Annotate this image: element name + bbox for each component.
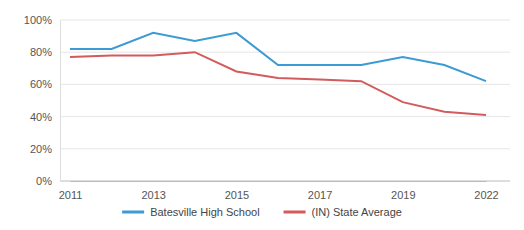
y-tick-label: 80% [30, 46, 52, 58]
x-tick: 2022 [474, 181, 498, 201]
legend-item: (IN) State Average [284, 206, 402, 218]
y-axis: 0% 20% 40% 60% 80% 100% [24, 14, 61, 187]
grid-line [60, 52, 510, 53]
y-tick: 20% [30, 143, 60, 155]
x-tick: 2017 [308, 181, 332, 201]
x-tick-label: 2017 [308, 189, 332, 201]
x-tick-label: 2022 [474, 189, 498, 201]
y-tick-label: 40% [30, 111, 52, 123]
x-tick-label: 2011 [59, 189, 83, 201]
plot [70, 33, 486, 115]
y-axis-line [60, 21, 61, 182]
y-tick: 0% [36, 175, 60, 187]
legend-label: (IN) State Average [312, 206, 402, 218]
x-axis-line [71, 181, 487, 182]
legend-label: Batesville High School [150, 206, 259, 218]
legend-swatch [284, 211, 306, 214]
grid-line [60, 116, 510, 117]
y-tick: 100% [24, 14, 60, 26]
x-tick: 2013 [141, 181, 165, 201]
y-tick: 60% [30, 78, 60, 90]
grid [60, 20, 510, 181]
x-tick-label: 2015 [225, 189, 249, 201]
y-tick: 80% [30, 46, 60, 58]
x-tick: 2011 [59, 181, 83, 201]
x-axis: 2011 2013 2015 2017 2019 2022 [59, 181, 499, 201]
grid-line [60, 84, 510, 85]
x-tick: 2019 [391, 181, 415, 201]
legend-item: Batesville High School [122, 206, 259, 218]
y-tick-label: 20% [30, 143, 52, 155]
x-tick: 2015 [225, 181, 249, 201]
legend: Batesville High School (IN) State Average [122, 206, 402, 218]
chart: 0%20%40%60%80%100%2011201320152017201920… [0, 0, 524, 230]
series-line [70, 33, 486, 81]
x-tick-label: 2013 [141, 189, 165, 201]
legend-swatch [122, 211, 144, 214]
y-tick: 40% [30, 111, 60, 123]
y-tick-label: 0% [36, 175, 52, 187]
series-line [70, 52, 486, 115]
grid-line [60, 181, 510, 182]
x-tick-label: 2019 [391, 189, 415, 201]
grid-line [60, 148, 510, 149]
y-tick-label: 100% [24, 14, 52, 26]
y-tick-label: 60% [30, 78, 52, 90]
grid-line [60, 20, 510, 21]
